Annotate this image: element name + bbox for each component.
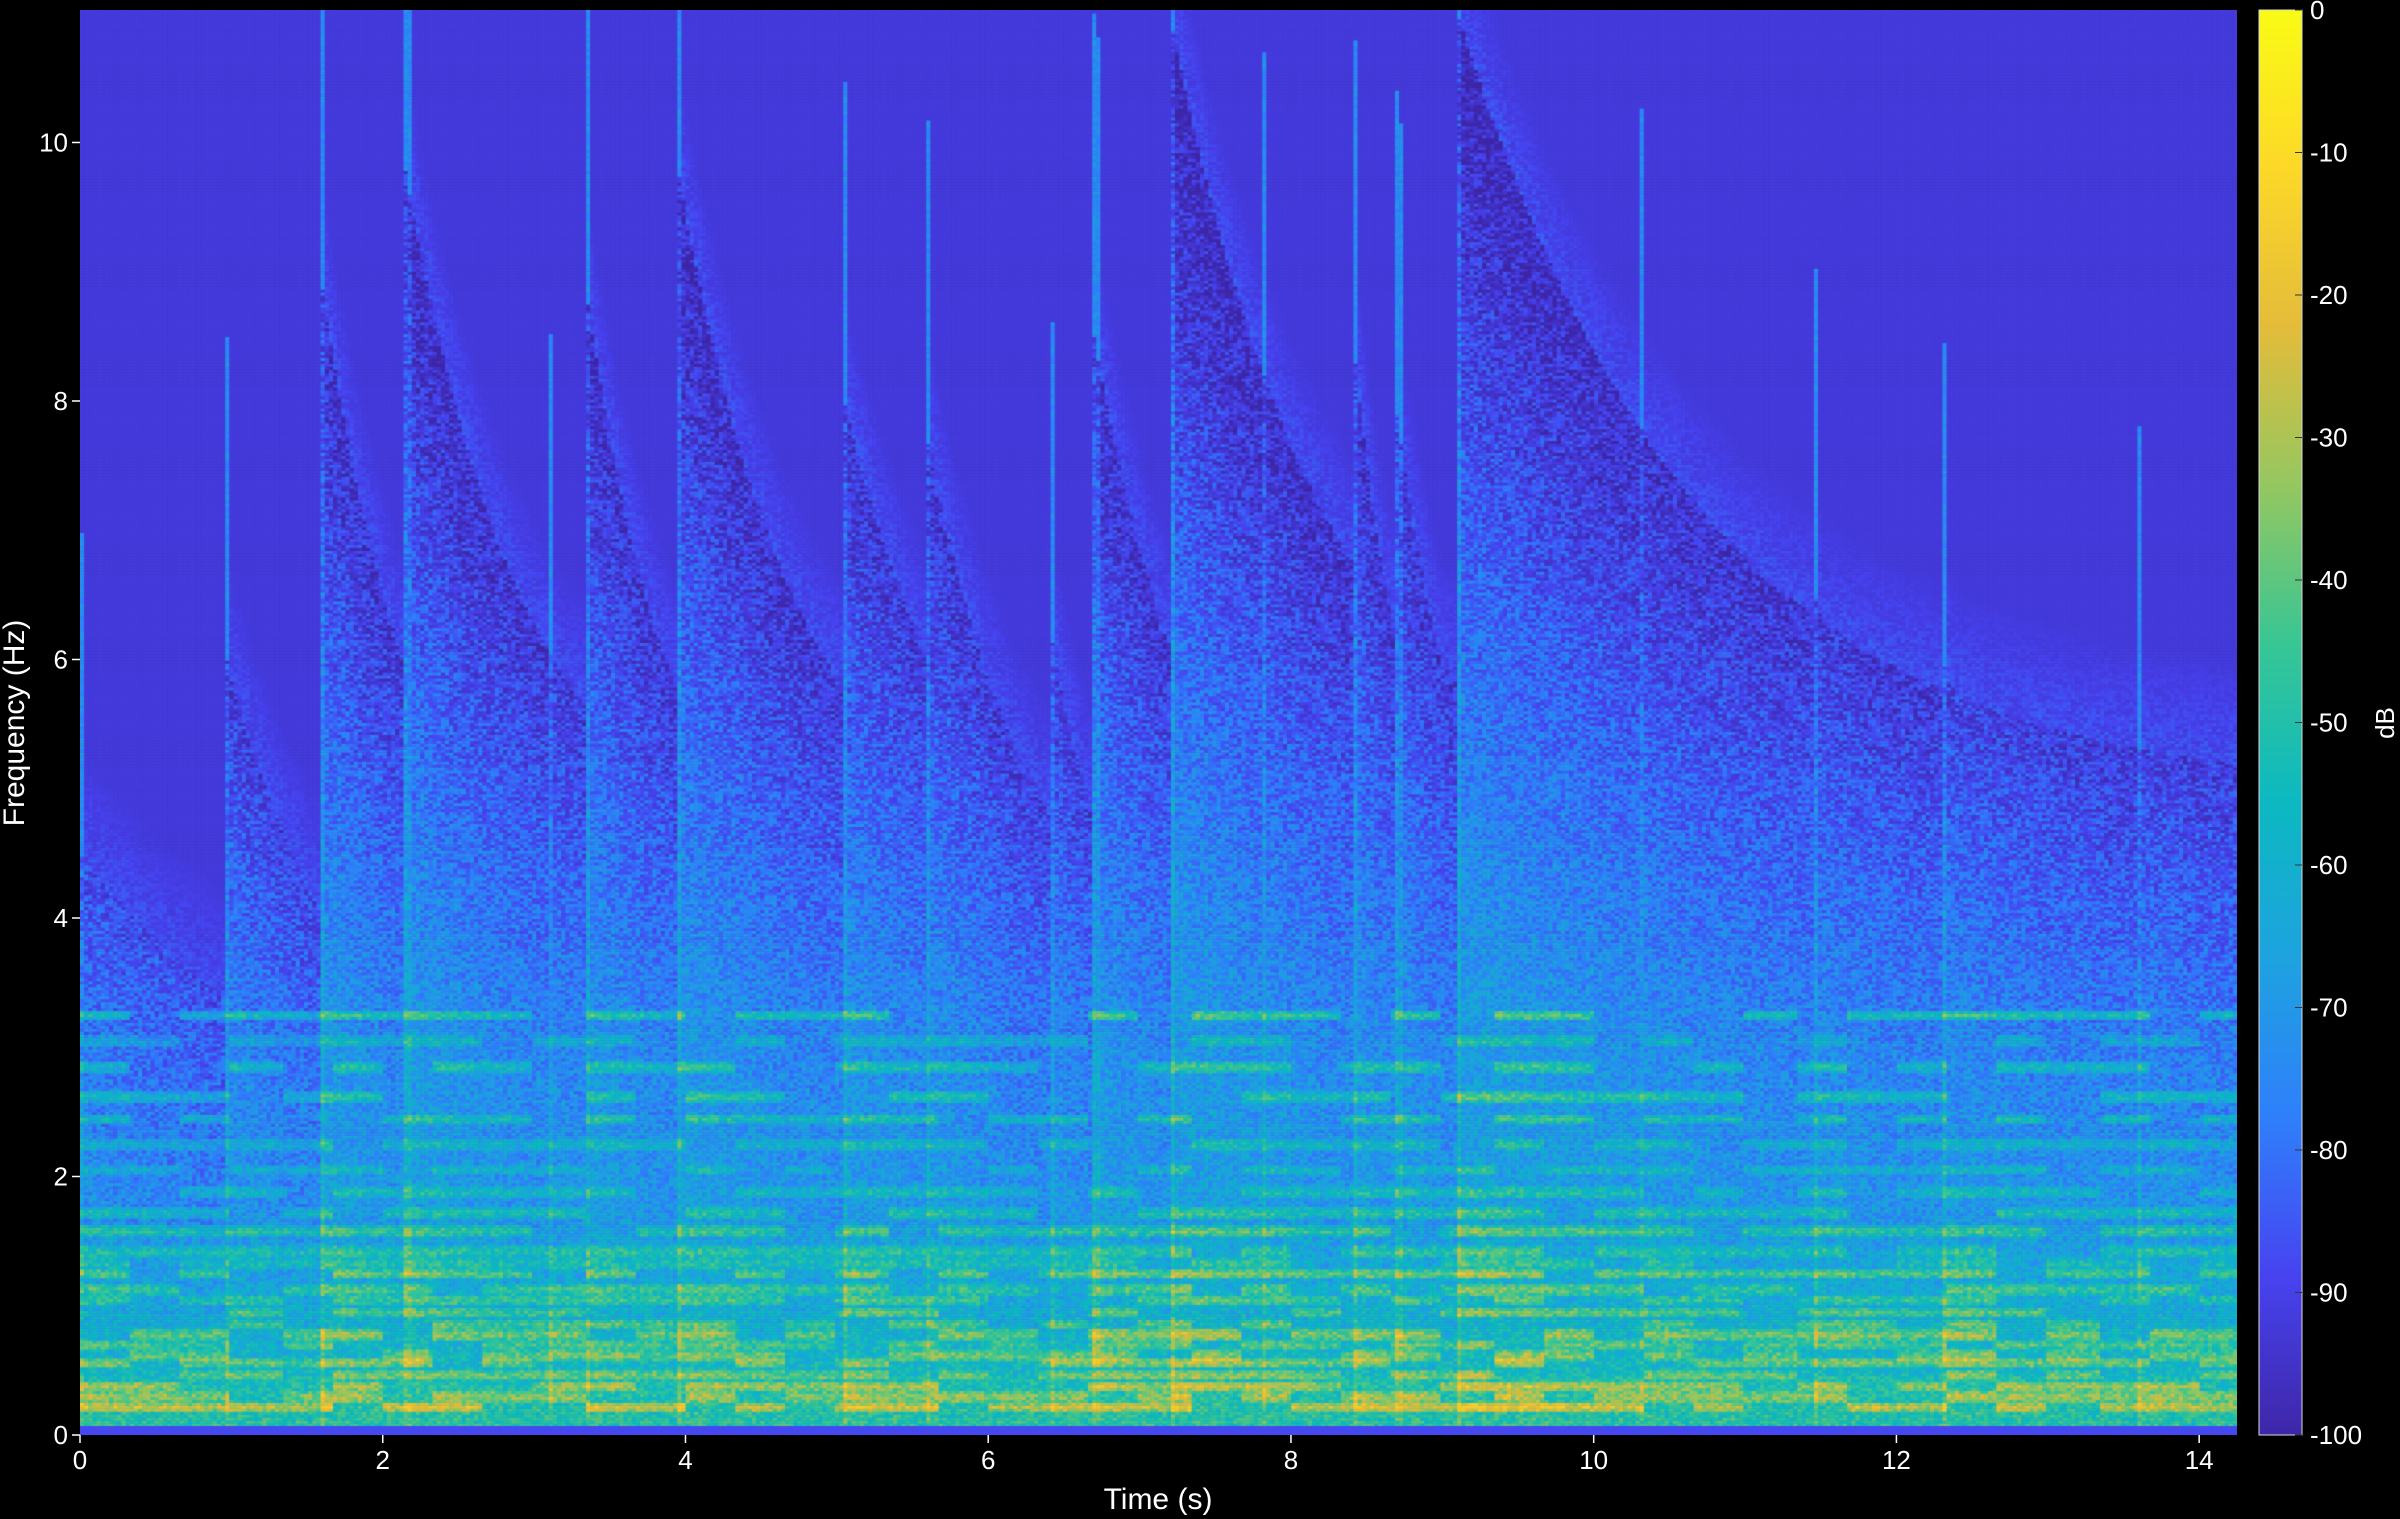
spectrogram-canvas — [80, 10, 2237, 1435]
y-tick-label: 8 — [54, 386, 68, 416]
colorbar-tick-label: -70 — [2310, 993, 2348, 1023]
spectrogram-heatmap — [80, 10, 2237, 1435]
x-axis: 0 2 4 6 8 10 12 14 — [73, 1435, 2214, 1475]
x-axis-label: Time (s) — [1104, 1483, 1213, 1516]
colorbar-tick-label: 0 — [2310, 0, 2324, 25]
colorbar-ticks: 0 -10 -20 -30 -40 -50 -60 -70 -80 -90 -100 — [2295, 0, 2362, 1450]
y-axis-label: Frequency (Hz) — [0, 620, 31, 827]
colorbar-tick-label: -10 — [2310, 138, 2348, 168]
colorbar: 0 -10 -20 -30 -40 -50 -60 -70 -80 -90 -100 dB — [2258, 0, 2400, 1450]
x-tick-label: 10 — [1579, 1445, 1608, 1475]
x-tick-label: 12 — [1882, 1445, 1911, 1475]
y-tick-label: 0 — [54, 1420, 68, 1450]
colorbar-tick-label: -80 — [2310, 1135, 2348, 1165]
colorbar-tick-label: -40 — [2310, 565, 2348, 595]
colorbar-tick-label: -60 — [2310, 850, 2348, 880]
y-tick-label: 10 — [39, 127, 68, 157]
y-tick-label: 4 — [54, 903, 68, 933]
x-tick-label: 14 — [2185, 1445, 2214, 1475]
x-tick-label: 6 — [981, 1445, 995, 1475]
y-axis: 0 2 4 6 8 10 — [39, 127, 80, 1450]
x-tick-label: 4 — [678, 1445, 692, 1475]
colorbar-tick-label: -20 — [2310, 280, 2348, 310]
plot-area — [80, 10, 2237, 1435]
x-tick-label: 0 — [73, 1445, 87, 1475]
x-tick-label: 2 — [376, 1445, 390, 1475]
colorbar-tick-label: -30 — [2310, 423, 2348, 453]
colorbar-tick-label: -90 — [2310, 1278, 2348, 1308]
y-tick-label: 6 — [54, 644, 68, 674]
colorbar-tick-label: -50 — [2310, 708, 2348, 738]
colorbar-tick-label: -100 — [2310, 1420, 2362, 1450]
y-tick-label: 2 — [54, 1161, 68, 1191]
colorbar-label: dB — [2370, 707, 2400, 739]
colorbar-gradient — [2258, 9, 2303, 1436]
x-tick-label: 8 — [1284, 1445, 1298, 1475]
